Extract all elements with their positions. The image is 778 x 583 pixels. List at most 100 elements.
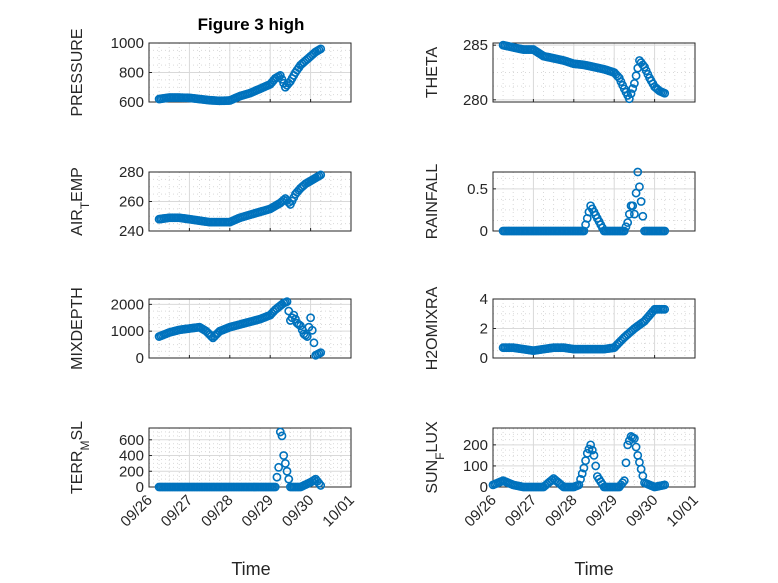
data-point [660, 226, 670, 236]
x-tick-label: 09/30 [279, 492, 318, 531]
x-tick-label: 09/28 [198, 492, 237, 531]
data-point [274, 462, 284, 472]
y-axis-label: MIXDEPTH [69, 287, 86, 370]
y-tick-label: 100 [463, 458, 488, 475]
data-point-interp [635, 457, 644, 467]
data-point [296, 321, 305, 331]
x-tick-label: 10/01 [663, 492, 702, 531]
data-point [660, 480, 670, 490]
data-point [624, 94, 634, 104]
data-point-interp [635, 182, 644, 192]
data-point-interp [307, 325, 317, 335]
data-point [282, 466, 292, 476]
x-tick-label: 09/29 [582, 492, 621, 531]
data-point [623, 218, 633, 227]
data-point [619, 226, 629, 236]
x-tick-label: 10/01 [319, 492, 358, 531]
data-point-interp [206, 331, 216, 341]
data-point-interp [279, 195, 289, 205]
data-point [589, 450, 599, 460]
y-tick-label: 2000 [111, 296, 144, 313]
y-tick-label: 800 [119, 65, 144, 82]
y-tick-label: 0 [136, 479, 144, 496]
x-tick-label: 09/26 [117, 492, 156, 531]
x-tick-label: 09/27 [502, 492, 541, 531]
data-point [270, 482, 280, 492]
data-point [316, 170, 326, 180]
data-point [289, 310, 299, 320]
y-tick-label: 4 [480, 291, 488, 308]
x-tick-label: 09/26 [461, 492, 500, 531]
data-point [279, 451, 289, 460]
data-point [302, 332, 312, 341]
data-point [660, 88, 670, 98]
y-tick-label: 285 [463, 37, 488, 54]
y-axis-label: TERRMSL [69, 421, 92, 494]
axis-box [492, 171, 696, 232]
data-point-interp [621, 458, 631, 468]
data-point [277, 431, 287, 441]
y-tick-label: 0 [480, 223, 488, 240]
data-point-interp [284, 474, 294, 484]
data-point-interp [309, 338, 319, 348]
y-tick-label: 200 [463, 437, 488, 454]
axis-box [492, 42, 696, 103]
data-point-interp [621, 222, 631, 232]
chart-panel-pressure: 600 800 1000 PRESSURE [69, 28, 352, 117]
data-point-interp [628, 84, 638, 93]
data-point-interp [591, 461, 601, 471]
chart-panel-mixdepth: 0 1000 2000 MIXDEPTH [69, 287, 352, 370]
y-tick-label: 1000 [111, 323, 144, 340]
x-tick-label: 09/29 [238, 492, 277, 531]
data-point-interp [631, 71, 641, 81]
y-tick-label: 0 [136, 350, 144, 367]
data-point [282, 297, 292, 307]
data-point [316, 481, 326, 490]
data-point-interp [638, 211, 648, 221]
y-axis-label: H2OMIXRA [424, 286, 441, 370]
y-tick-label: 2 [480, 321, 488, 338]
data-point [633, 167, 643, 177]
y-axis-label: THETA [424, 47, 441, 99]
y-tick-label: 200 [119, 463, 144, 480]
chart-panel-rainfall: 0 0.5 RAINFALL [424, 164, 696, 240]
x-tick-label: 09/28 [542, 492, 581, 531]
chart-panel-h2omixra: 0 2 4 H2OMIXRA [424, 286, 696, 370]
data-point-interp [587, 445, 597, 455]
y-axis-label: RAINFALL [424, 164, 441, 240]
y-axis-label: AIRTEMP [69, 167, 92, 236]
data-point [574, 480, 584, 490]
data-point-interp [624, 209, 634, 219]
data-point [630, 434, 639, 443]
axis-box [148, 298, 352, 359]
data-point [316, 44, 326, 54]
data-point-interp [272, 472, 282, 482]
data-point [306, 313, 315, 323]
data-point [623, 440, 633, 450]
x-axis-label-right: Time [574, 559, 613, 579]
data-point-interp [636, 197, 646, 206]
figure-title: Figure 3 high [198, 15, 305, 34]
axis-box [492, 427, 696, 488]
chart-panel-theta: 280 285 THETA [424, 37, 696, 109]
x-tick-label: 09/27 [158, 492, 197, 531]
y-tick-label: 280 [119, 164, 144, 181]
data-point [619, 476, 629, 486]
data-point-interp [618, 478, 628, 488]
chart-panel-sun-flux: 0 100 200 09/26 09/27 09/28 09/29 09/30 10/01 SUN… [424, 421, 702, 530]
y-tick-label: 400 [119, 448, 144, 465]
data-point [628, 201, 638, 211]
y-tick-label: 260 [119, 194, 144, 211]
data-point-interp [314, 478, 324, 488]
x-axis-label-left: Time [231, 559, 270, 579]
data-point [280, 458, 290, 468]
data-point [660, 304, 670, 314]
data-point-interp [301, 330, 310, 340]
data-point [630, 209, 639, 219]
data-point-interp [576, 474, 585, 484]
data-point-interp [631, 442, 641, 452]
data-point-interp [638, 471, 648, 481]
y-tick-label: 240 [119, 223, 144, 240]
